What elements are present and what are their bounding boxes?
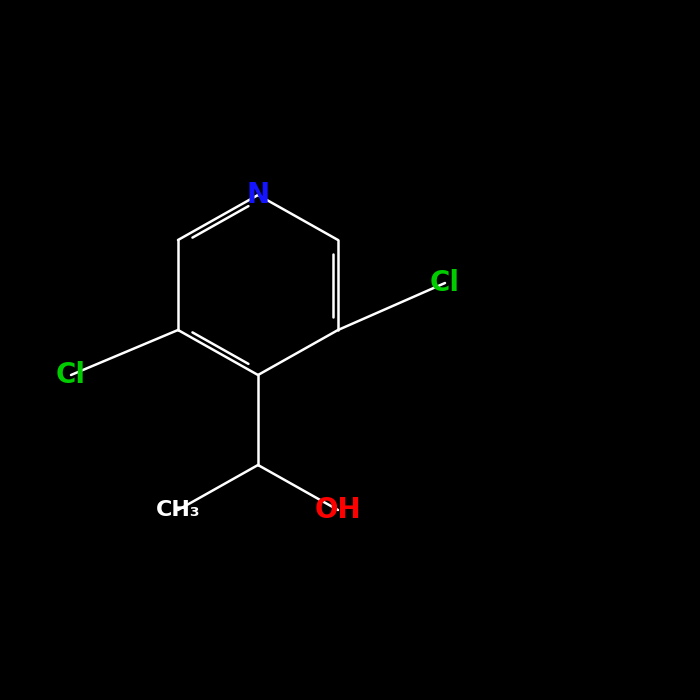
Text: OH: OH xyxy=(315,496,361,524)
Text: CH₃: CH₃ xyxy=(155,500,200,520)
Text: Cl: Cl xyxy=(430,269,460,297)
Text: Cl: Cl xyxy=(56,361,86,389)
Text: N: N xyxy=(246,181,270,209)
